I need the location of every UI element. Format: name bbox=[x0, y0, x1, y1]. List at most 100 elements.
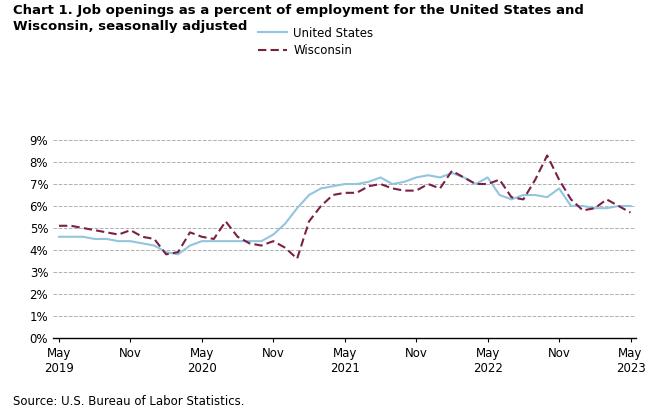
Wisconsin bbox=[519, 197, 527, 202]
United States bbox=[389, 182, 396, 187]
United States bbox=[377, 175, 385, 180]
Wisconsin bbox=[281, 245, 289, 250]
United States bbox=[507, 197, 515, 202]
United States bbox=[245, 239, 253, 243]
Wisconsin bbox=[317, 204, 325, 208]
Wisconsin bbox=[115, 232, 123, 237]
United States bbox=[495, 192, 503, 197]
United States bbox=[103, 236, 111, 241]
Wisconsin bbox=[615, 204, 623, 208]
United States bbox=[555, 186, 563, 191]
United States bbox=[162, 250, 170, 255]
United States bbox=[400, 179, 408, 184]
Wisconsin bbox=[269, 239, 277, 243]
Wisconsin bbox=[79, 225, 87, 230]
Wisconsin bbox=[377, 182, 385, 187]
United States bbox=[79, 234, 87, 239]
United States bbox=[269, 232, 277, 237]
Text: Source: U.S. Bureau of Labor Statistics.: Source: U.S. Bureau of Labor Statistics. bbox=[13, 395, 245, 408]
United States bbox=[139, 241, 147, 246]
Wisconsin bbox=[341, 190, 349, 195]
Wisconsin bbox=[353, 190, 361, 195]
Wisconsin bbox=[127, 228, 135, 233]
United States bbox=[127, 239, 135, 243]
United States bbox=[543, 195, 551, 200]
United States bbox=[67, 234, 75, 239]
Wisconsin bbox=[293, 256, 301, 261]
United States bbox=[603, 206, 611, 211]
United States bbox=[293, 206, 301, 211]
United States bbox=[472, 182, 480, 187]
Wisconsin bbox=[139, 234, 147, 239]
United States bbox=[448, 171, 456, 176]
United States bbox=[186, 243, 194, 248]
United States bbox=[341, 182, 349, 187]
Wisconsin bbox=[472, 182, 480, 187]
Wisconsin bbox=[162, 252, 170, 257]
United States bbox=[221, 239, 229, 243]
Wisconsin bbox=[305, 219, 313, 224]
United States bbox=[210, 239, 217, 243]
United States bbox=[424, 173, 432, 178]
United States bbox=[591, 206, 599, 211]
Wisconsin bbox=[67, 223, 75, 228]
United States bbox=[519, 192, 527, 197]
Text: Chart 1. Job openings as a percent of employment for the United States and
Wisco: Chart 1. Job openings as a percent of em… bbox=[13, 4, 584, 33]
United States bbox=[115, 239, 123, 243]
Wisconsin bbox=[55, 223, 63, 228]
United States bbox=[281, 221, 289, 226]
Wisconsin bbox=[495, 177, 503, 182]
Wisconsin bbox=[543, 153, 551, 158]
United States bbox=[460, 175, 468, 180]
Wisconsin bbox=[365, 184, 373, 189]
Wisconsin bbox=[555, 177, 563, 182]
Line: Wisconsin: Wisconsin bbox=[59, 155, 631, 259]
Wisconsin bbox=[412, 188, 420, 193]
Wisconsin bbox=[174, 250, 182, 255]
Line: United States: United States bbox=[59, 173, 631, 254]
Wisconsin bbox=[424, 182, 432, 187]
Wisconsin bbox=[257, 243, 265, 248]
United States bbox=[567, 204, 575, 208]
United States bbox=[531, 192, 539, 197]
Wisconsin bbox=[579, 208, 587, 213]
Wisconsin bbox=[448, 169, 456, 173]
Wisconsin bbox=[151, 236, 158, 241]
Wisconsin bbox=[531, 177, 539, 182]
Wisconsin bbox=[210, 236, 217, 241]
Wisconsin bbox=[603, 197, 611, 202]
Wisconsin bbox=[567, 197, 575, 202]
Wisconsin bbox=[460, 175, 468, 180]
United States bbox=[627, 204, 634, 208]
Wisconsin bbox=[186, 230, 194, 235]
United States bbox=[151, 243, 158, 248]
Wisconsin bbox=[400, 188, 408, 193]
United States bbox=[233, 239, 241, 243]
United States bbox=[91, 236, 99, 241]
Wisconsin bbox=[436, 186, 444, 191]
Wisconsin bbox=[484, 182, 492, 187]
Wisconsin bbox=[233, 234, 241, 239]
United States bbox=[579, 204, 587, 208]
United States bbox=[174, 252, 182, 257]
Wisconsin bbox=[198, 234, 206, 239]
Wisconsin bbox=[91, 228, 99, 233]
United States bbox=[257, 239, 265, 243]
Legend: United States, Wisconsin: United States, Wisconsin bbox=[258, 26, 373, 57]
United States bbox=[55, 234, 63, 239]
Wisconsin bbox=[103, 230, 111, 235]
United States bbox=[412, 175, 420, 180]
United States bbox=[198, 239, 206, 243]
United States bbox=[365, 179, 373, 184]
United States bbox=[329, 184, 337, 189]
United States bbox=[353, 182, 361, 187]
Wisconsin bbox=[329, 192, 337, 197]
Wisconsin bbox=[245, 241, 253, 246]
Wisconsin bbox=[221, 219, 229, 224]
Wisconsin bbox=[389, 186, 396, 191]
United States bbox=[317, 186, 325, 191]
United States bbox=[484, 175, 492, 180]
Wisconsin bbox=[627, 210, 634, 215]
United States bbox=[615, 204, 623, 208]
United States bbox=[436, 175, 444, 180]
